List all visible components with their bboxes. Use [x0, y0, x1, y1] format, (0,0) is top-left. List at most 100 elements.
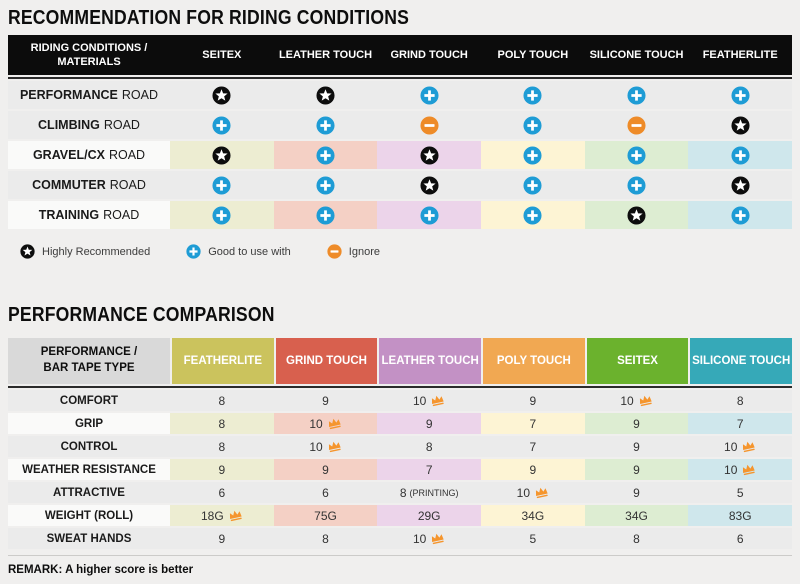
plus-icon [731, 85, 750, 105]
cell: 9 [273, 390, 378, 411]
score-value: 9 [218, 531, 226, 546]
cell [688, 141, 793, 169]
score-value: 75G [314, 508, 337, 523]
cell [377, 141, 482, 169]
score-value: 10 [413, 393, 427, 408]
crown-icon [229, 510, 242, 521]
performance-table-body: COMFORT 8 9 10 9 10 8 GRIP 8 10 9 7 9 7 CONTROL 8 10 8 7 9 1… [8, 390, 793, 549]
plus-icon [420, 205, 439, 225]
cell [170, 141, 274, 169]
performance-table-header: PERFORMANCE / BAR TAPE TYPE FEATHERLITE G… [8, 338, 793, 384]
cell: 8 [170, 413, 274, 434]
row-label: GRAVEL/CX ROAD [8, 141, 170, 169]
score-value: 8 [322, 531, 329, 546]
score-value: 6 [218, 485, 226, 500]
cell [273, 111, 378, 139]
riding-header-col-poly-touch: POLY TOUCH [497, 49, 569, 61]
performance-row-weather-resistance: WEATHER RESISTANCE 9 9 7 9 9 10 [8, 459, 793, 480]
cell: 8 [170, 436, 274, 457]
plus-icon [523, 85, 542, 105]
cell: 6 [688, 528, 793, 549]
star-icon [212, 145, 231, 165]
cell: 10 [688, 436, 793, 457]
crown-icon [639, 395, 652, 406]
score-value: 9 [633, 416, 640, 431]
score-value: 8 [736, 393, 744, 408]
plus-icon [212, 175, 231, 195]
score-value: 9 [322, 462, 329, 477]
performance-header-col-seitex: SEITEX [584, 338, 689, 384]
cell: 9 [584, 459, 689, 480]
minus-icon [327, 244, 342, 259]
cell: 8 [170, 390, 274, 411]
minus-icon [627, 115, 646, 135]
plus-icon [731, 145, 750, 165]
row-label: CLIMBING ROAD [8, 111, 170, 139]
star-icon [20, 244, 35, 259]
crown-icon [743, 441, 756, 452]
performance-row-sweat-hands: SWEAT HANDS 9 8 10 5 8 6 [8, 528, 793, 549]
cell [688, 171, 793, 199]
cell: 6 [170, 482, 274, 503]
cell: 7 [481, 436, 585, 457]
cell: 7 [481, 413, 585, 434]
plus-icon [420, 85, 439, 105]
riding-row-performance-road: PERFORMANCE ROAD [8, 81, 793, 109]
cell: 9 [481, 390, 585, 411]
cell: 10 [273, 436, 378, 457]
cell [584, 111, 689, 139]
plus-icon [316, 175, 335, 195]
row-label: CONTROL [8, 436, 170, 457]
riding-header-col-featherlite: FEATHERLITE [702, 49, 778, 61]
score-value: 9 [425, 416, 433, 431]
score-value: 9 [529, 393, 537, 408]
score-value: 9 [633, 485, 640, 500]
score-value: 5 [529, 531, 537, 546]
riding-table-body: PERFORMANCE ROAD CLIMBING ROAD GRAVEL/CX ROAD… [8, 81, 793, 229]
section1-title: RECOMMENDATION FOR RIDING CONDITIONS [8, 7, 410, 29]
row-label: GRIP [8, 413, 170, 434]
cell: 9 [377, 413, 482, 434]
plus-icon [316, 115, 335, 135]
score-value: 9 [633, 462, 640, 477]
riding-header-label: RIDING CONDITIONS / MATERIALS [30, 41, 148, 68]
cell [170, 201, 274, 229]
score-value: 7 [529, 439, 537, 454]
riding-row-training-road: TRAINING ROAD [8, 201, 793, 229]
crown-icon [535, 487, 548, 498]
cell: 8 [273, 528, 378, 549]
plus-icon [523, 115, 542, 135]
header-divider [8, 386, 792, 388]
performance-header-col-grind-touch: GRIND TOUCH [273, 338, 378, 384]
plus-icon [186, 244, 201, 259]
cell [688, 111, 793, 139]
minus-icon [420, 115, 439, 135]
plus-icon [316, 205, 335, 225]
row-label: WEATHER RESISTANCE [8, 459, 170, 480]
crown-icon [432, 395, 445, 406]
performance-header-col-poly-touch: POLY TOUCH [481, 338, 585, 384]
crown-icon [432, 533, 445, 544]
remark-divider [8, 555, 792, 556]
score-value: 8 [218, 416, 226, 431]
star-icon [731, 115, 750, 135]
score-value: 8 [218, 393, 226, 408]
cell [481, 141, 585, 169]
cell: 8 (PRINTING) [377, 482, 482, 503]
cell [273, 201, 378, 229]
crown-icon [328, 441, 341, 452]
row-label: WEIGHT (ROLL) [8, 505, 170, 526]
performance-header-col-leather-touch: LEATHER TOUCH [377, 338, 482, 384]
score-suffix: (PRINTING) [409, 487, 459, 498]
cell: 7 [688, 413, 793, 434]
star-icon [731, 175, 750, 195]
cell [584, 201, 689, 229]
performance-header-col-featherlite: FEATHERLITE [170, 338, 274, 384]
performance-header-label: PERFORMANCE / BAR TAPE TYPE [8, 338, 170, 384]
row-label: SWEAT HANDS [8, 528, 170, 549]
star-icon [420, 175, 439, 195]
cell: 34G [481, 505, 585, 526]
plus-icon [212, 115, 231, 135]
score-value: 34G [625, 508, 648, 523]
